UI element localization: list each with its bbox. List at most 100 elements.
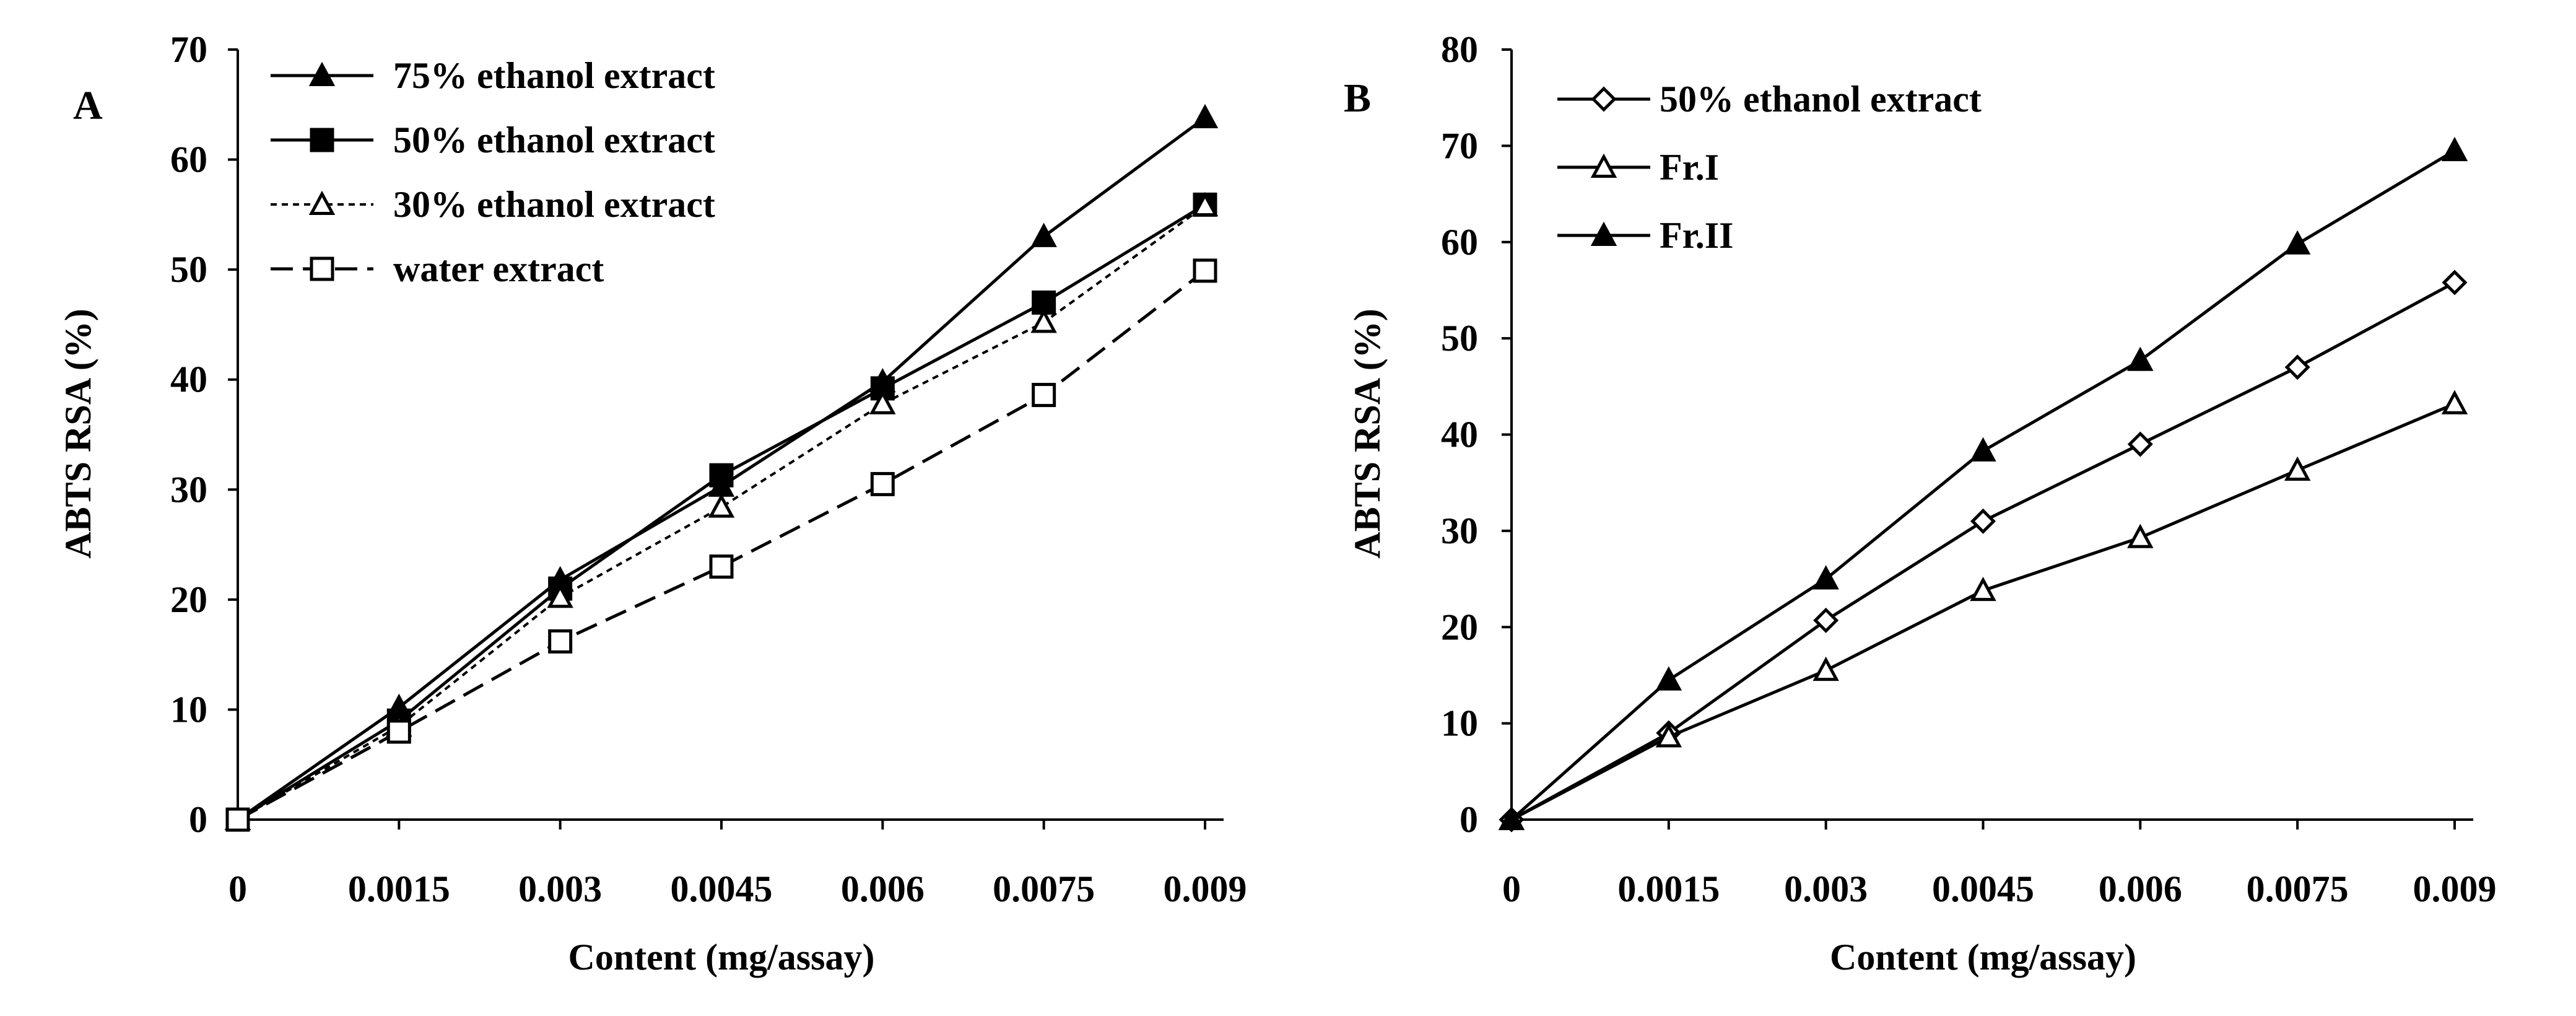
legend-label: 30% ethanol extract bbox=[393, 184, 715, 225]
x-tick-label: 0.0075 bbox=[993, 869, 1095, 909]
y-tick-label: 20 bbox=[1441, 607, 1478, 647]
y-tick-label: 40 bbox=[170, 359, 207, 400]
data-point bbox=[1498, 805, 1525, 830]
data-point bbox=[386, 719, 411, 744]
x-tick-label: 0.003 bbox=[1784, 869, 1868, 909]
x-tick-label: 0.0015 bbox=[1617, 869, 1720, 909]
data-point bbox=[1970, 437, 1996, 462]
y-tick-label: 10 bbox=[170, 689, 207, 730]
data-point bbox=[1812, 565, 1839, 590]
data-point bbox=[1812, 656, 1839, 681]
x-tick-label: 0.009 bbox=[1164, 869, 1247, 909]
series-fr-ii bbox=[1498, 136, 2468, 830]
x-tick-label: 0.0075 bbox=[2247, 869, 2349, 909]
x-tick-label: 0 bbox=[228, 869, 247, 909]
y-axis-title: ABTS RSA (%) bbox=[58, 309, 98, 558]
legend-marker bbox=[308, 61, 336, 86]
data-point bbox=[708, 493, 735, 518]
legend-entry: 75% ethanol extract bbox=[271, 55, 715, 96]
series-line bbox=[1510, 402, 2455, 821]
data-point bbox=[709, 554, 734, 579]
y-tick-label: 70 bbox=[1441, 125, 1478, 166]
x-tick-label: 0.009 bbox=[2413, 869, 2497, 909]
panel-label: B bbox=[1344, 76, 1371, 121]
legend-entry: 50% ethanol extract bbox=[1557, 79, 1982, 120]
data-point bbox=[1970, 508, 1996, 534]
series-line bbox=[1510, 281, 2456, 821]
legend-entry: water extract bbox=[271, 248, 604, 289]
legend-entry: Fr.II bbox=[1557, 215, 1733, 256]
data-point bbox=[2284, 354, 2310, 380]
y-tick-label: 30 bbox=[170, 469, 207, 510]
y-tick-label: 80 bbox=[1441, 29, 1478, 70]
legend-entry: 50% ethanol extract bbox=[271, 120, 715, 160]
panel-a: A 0 10 20 30 40 50 60 70 0 0.0015 0.003 0.0045 0.006 0… bbox=[58, 29, 1247, 978]
y-tick-label: 70 bbox=[170, 29, 207, 70]
legend-marker bbox=[1590, 221, 1617, 246]
panel-label: A bbox=[73, 83, 103, 128]
data-point bbox=[548, 629, 573, 654]
data-point bbox=[2284, 456, 2311, 481]
data-point bbox=[547, 584, 573, 608]
data-point bbox=[2127, 346, 2154, 371]
x-axis-title: Content (mg/assay) bbox=[1830, 937, 2136, 978]
legend-label: Fr.II bbox=[1660, 215, 1733, 256]
x-tick-label: 0.0045 bbox=[671, 869, 773, 909]
y-tick-label: 60 bbox=[170, 139, 207, 180]
legend-label: 50% ethanol extract bbox=[393, 120, 715, 160]
panel-b: B 0 10 20 30 40 50 60 70 80 0 0.0015 0.003 0.0045 0.00… bbox=[1344, 29, 2497, 978]
data-point bbox=[709, 463, 734, 488]
data-point bbox=[2442, 269, 2468, 296]
data-point bbox=[1030, 222, 1057, 247]
data-point bbox=[1030, 309, 1057, 333]
y-axis-title: ABTS RSA (%) bbox=[1347, 309, 1388, 558]
x-tick-label: 0.006 bbox=[841, 869, 925, 909]
legend-marker bbox=[1591, 86, 1617, 112]
data-point bbox=[2127, 431, 2153, 457]
x-tick-label: 0.0045 bbox=[1932, 869, 2034, 909]
data-point bbox=[2284, 230, 2311, 255]
x-tick-label: 0.003 bbox=[518, 869, 602, 909]
y-tick-label: 10 bbox=[1441, 703, 1478, 744]
legend-marker bbox=[310, 256, 334, 281]
y-tick-label: 50 bbox=[170, 249, 207, 290]
legend-entry: Fr.I bbox=[1557, 147, 1719, 188]
y-tick-label: 50 bbox=[1441, 318, 1478, 359]
legend-marker bbox=[1590, 153, 1617, 178]
series-line bbox=[1510, 149, 2456, 821]
data-point bbox=[2441, 390, 2468, 414]
legend-marker bbox=[308, 190, 336, 215]
x-axis-title: Content (mg/assay) bbox=[568, 937, 875, 978]
data-point bbox=[869, 390, 896, 414]
series-50-ethanol-extract bbox=[1499, 269, 2468, 833]
y-tick-label: 60 bbox=[1441, 222, 1478, 263]
y-tick-label: 30 bbox=[1441, 510, 1478, 551]
x-tick-label: 0 bbox=[1502, 869, 1521, 909]
data-point bbox=[2441, 136, 2468, 162]
y-tick-label: 20 bbox=[170, 579, 207, 620]
data-point bbox=[1191, 103, 1219, 129]
x-tick-label: 0.0015 bbox=[348, 869, 450, 909]
data-point bbox=[1193, 258, 1217, 283]
data-point bbox=[1655, 666, 1682, 691]
legend-label: 75% ethanol extract bbox=[393, 55, 715, 96]
legend-label: Fr.I bbox=[1660, 147, 1719, 188]
legend-label: water extract bbox=[393, 248, 604, 289]
data-point bbox=[1191, 191, 1219, 217]
data-point bbox=[1970, 576, 1996, 602]
series-water-extract bbox=[225, 258, 1217, 832]
data-point bbox=[870, 471, 895, 496]
data-point bbox=[1813, 607, 1839, 633]
y-tick-label: 0 bbox=[1460, 799, 1478, 840]
data-point bbox=[1032, 383, 1056, 408]
legend-label: 50% ethanol extract bbox=[1660, 79, 1982, 120]
legend-entry: 30% ethanol extract bbox=[271, 184, 715, 225]
data-point bbox=[1655, 723, 1682, 748]
data-point bbox=[2127, 523, 2154, 548]
y-tick-label: 40 bbox=[1441, 414, 1478, 455]
data-point bbox=[225, 807, 250, 832]
x-tick-label: 0.006 bbox=[2099, 869, 2182, 909]
series-line bbox=[237, 269, 1206, 821]
y-tick-label: 0 bbox=[189, 799, 207, 840]
